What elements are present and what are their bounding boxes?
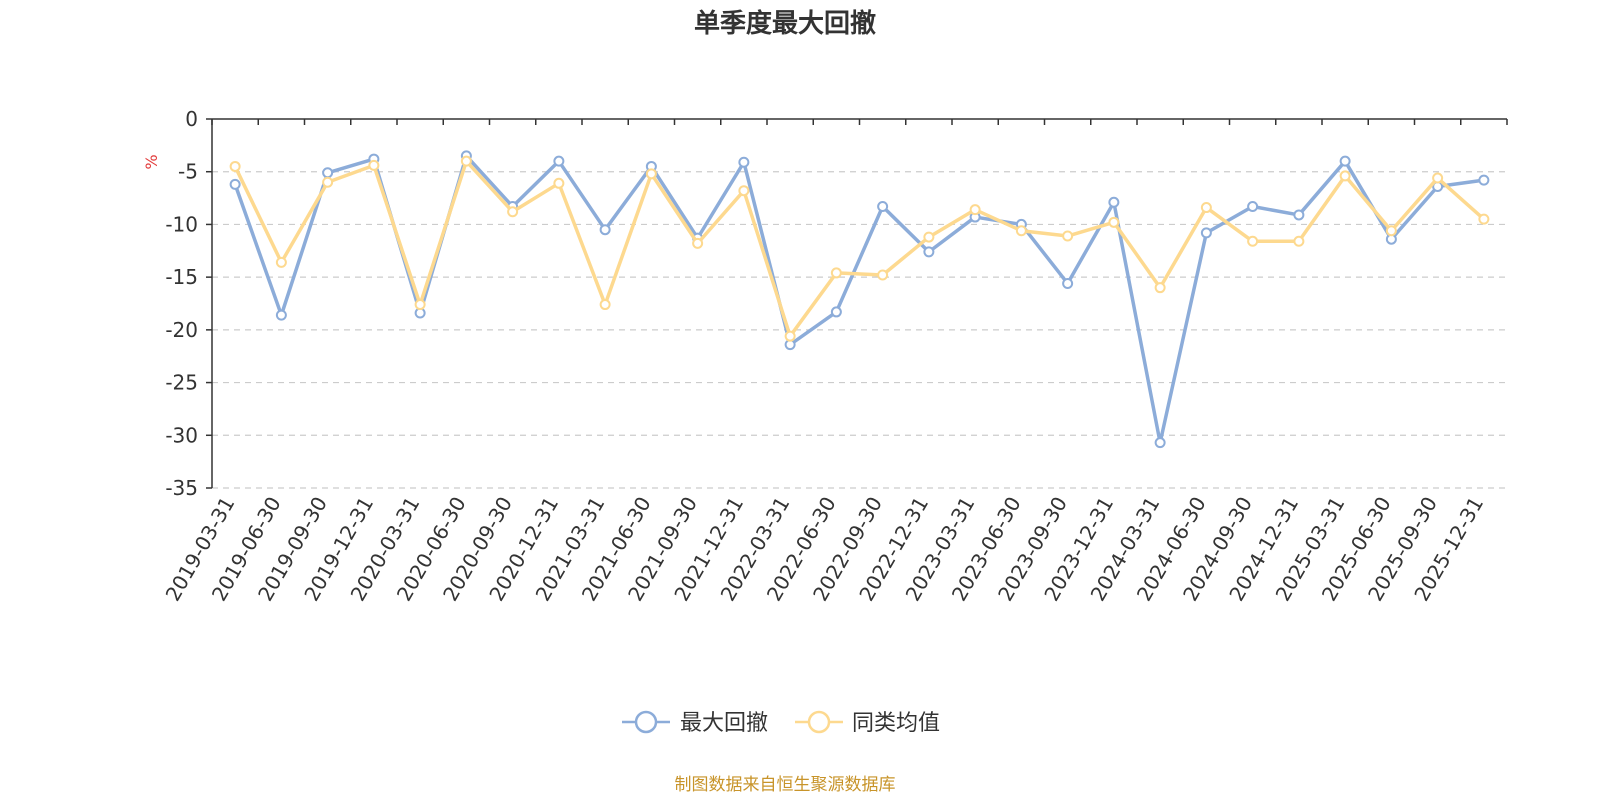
data-point[interactable] — [1062, 277, 1074, 289]
data-point[interactable] — [877, 269, 889, 281]
data-point[interactable] — [923, 246, 935, 258]
data-point[interactable] — [1200, 227, 1212, 239]
y-tick-label: -20 — [165, 318, 198, 342]
data-point[interactable] — [1200, 202, 1212, 214]
data-point[interactable] — [1293, 235, 1305, 247]
data-point[interactable] — [229, 160, 241, 172]
legend-label: 最大回撤 — [680, 711, 768, 736]
data-point[interactable] — [969, 204, 981, 216]
data-point[interactable] — [553, 155, 565, 167]
axes: 0-5-10-15-20-25-30-352019-03-312019-06-3… — [161, 107, 1508, 605]
data-source-note: 制图数据来自恒生聚源数据库 — [675, 775, 896, 795]
series-layer — [229, 150, 1490, 449]
data-point[interactable] — [1339, 170, 1351, 182]
data-point[interactable] — [507, 206, 519, 218]
data-point[interactable] — [1339, 155, 1351, 167]
data-point[interactable] — [1432, 172, 1444, 184]
y-tick-label: -30 — [165, 423, 198, 447]
data-point[interactable] — [1247, 201, 1259, 213]
data-point[interactable] — [368, 159, 380, 171]
y-tick-label: -10 — [165, 212, 198, 236]
legend-marker — [807, 710, 831, 734]
data-point[interactable] — [275, 309, 287, 321]
data-point[interactable] — [460, 155, 472, 167]
data-point[interactable] — [1062, 230, 1074, 242]
data-point[interactable] — [229, 178, 241, 190]
chart-title: 单季度最大回撤 — [694, 8, 876, 39]
data-point[interactable] — [414, 299, 426, 311]
data-point[interactable] — [923, 231, 935, 243]
data-point[interactable] — [738, 156, 750, 168]
data-point[interactable] — [322, 176, 334, 188]
data-point[interactable] — [553, 177, 565, 189]
data-point[interactable] — [599, 224, 611, 236]
data-point[interactable] — [877, 201, 889, 213]
data-point[interactable] — [645, 168, 657, 180]
data-point[interactable] — [1247, 235, 1259, 247]
y-tick-label: -5 — [178, 160, 198, 184]
data-point[interactable] — [599, 299, 611, 311]
data-point[interactable] — [1478, 213, 1490, 225]
data-point[interactable] — [275, 256, 287, 268]
legend[interactable]: 最大回撤 同类均值 — [622, 710, 940, 736]
data-point[interactable] — [830, 306, 842, 318]
data-point[interactable] — [1108, 196, 1120, 208]
data-point[interactable] — [1385, 225, 1397, 237]
y-axis-unit-label: % — [142, 154, 161, 169]
data-point[interactable] — [1478, 174, 1490, 186]
y-tick-label: -25 — [165, 371, 198, 395]
data-point[interactable] — [692, 237, 704, 249]
legend-label: 同类均值 — [852, 711, 940, 736]
data-point[interactable] — [784, 330, 796, 342]
data-point[interactable] — [1293, 209, 1305, 221]
legend-item-1[interactable]: 同类均值 — [795, 710, 940, 736]
data-point[interactable] — [830, 267, 842, 279]
y-tick-label: 0 — [185, 107, 198, 131]
data-point[interactable] — [1154, 437, 1166, 449]
legend-marker — [634, 710, 658, 734]
y-tick-label: -15 — [165, 265, 198, 289]
data-point[interactable] — [738, 185, 750, 197]
data-point[interactable] — [322, 167, 334, 179]
legend-item-0[interactable]: 最大回撤 — [622, 710, 768, 736]
y-tick-label: -35 — [165, 476, 198, 500]
series-line-1 — [233, 159, 1486, 338]
data-point[interactable] — [1154, 282, 1166, 294]
data-point[interactable] — [1015, 225, 1027, 237]
data-point[interactable] — [1108, 216, 1120, 228]
grid-lines — [212, 171, 1507, 489]
